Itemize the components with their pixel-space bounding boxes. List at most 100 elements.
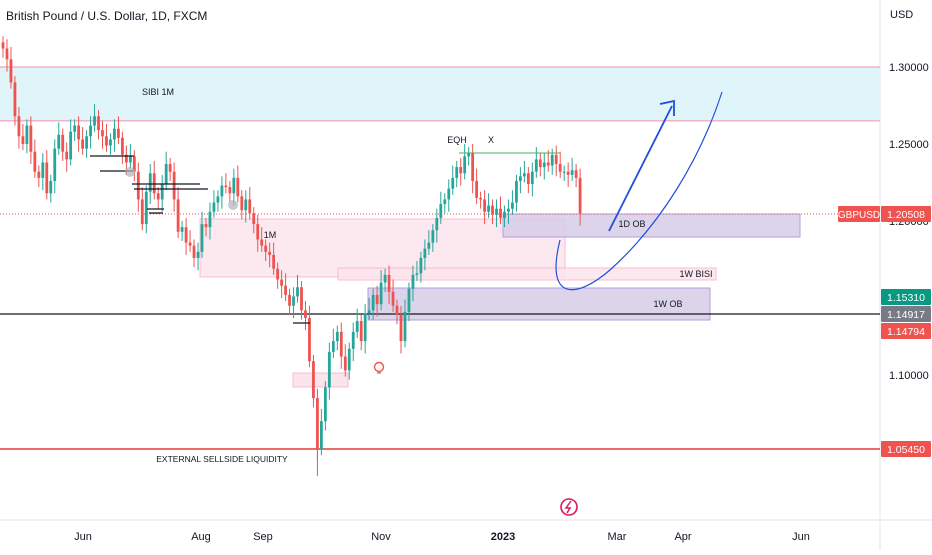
candle-body (407, 288, 411, 312)
candle-body (49, 180, 53, 194)
candle-body (280, 279, 283, 286)
candle-body (578, 177, 582, 214)
candle-body (403, 311, 407, 342)
zone-1w-bisi (337, 267, 717, 281)
candle-body (423, 248, 427, 258)
price-badges: 1.20508 GBPUSD 1.15310 1.14917 1.14794 1.0545… (838, 206, 931, 457)
candle-body (93, 116, 96, 126)
candle-body (124, 154, 128, 163)
candles-layer (1, 36, 582, 476)
candle-body (455, 167, 459, 178)
x-tick-label: Sep (253, 531, 273, 543)
candle-body (140, 199, 144, 225)
candle-body (236, 177, 240, 197)
candle-body (316, 398, 319, 449)
candle-body (37, 171, 41, 178)
x-tick-label: Aug (191, 531, 211, 543)
candle-body (391, 291, 395, 306)
sellside-liquidity-label: EXTERNAL SELLSIDE LIQUIDITY (156, 454, 288, 464)
candle-body (300, 287, 303, 311)
candle-body (212, 202, 216, 212)
price-badge-value: 1.14917 (887, 309, 925, 321)
candle-body (447, 188, 451, 200)
candle-body (97, 116, 100, 131)
candle-body (172, 171, 176, 200)
candle-body (522, 173, 526, 177)
candle-body (160, 184, 164, 200)
y-tick-label: 1.10000 (889, 370, 929, 382)
candle-body (81, 139, 84, 149)
candle-body (562, 171, 566, 173)
zone-label: 1D OB (618, 219, 645, 229)
candle-body (13, 82, 17, 117)
marker-circle (228, 200, 238, 210)
candle-body (546, 162, 550, 166)
price-badge (881, 306, 931, 322)
candle-body (331, 341, 335, 352)
lightbulb-icon (373, 361, 385, 373)
candle-body (21, 136, 25, 144)
candle-body (327, 351, 331, 388)
zone-label: 1W BISI (679, 269, 712, 279)
zone-1w-ob (367, 287, 711, 321)
candle-body (499, 208, 502, 218)
zone-small-bisi (292, 372, 349, 388)
x-label: X (488, 135, 494, 145)
chart-title: British Pound / U.S. Dollar, 1D, FXCM (6, 9, 208, 23)
price-badge-value: 1.05450 (887, 444, 925, 456)
price-badge-value: 1.20508 (887, 209, 925, 221)
candle-body (188, 242, 192, 246)
candle-body (164, 164, 168, 185)
price-badge-value: 1.14794 (887, 326, 925, 338)
candle-body (113, 128, 116, 140)
candle-body (17, 116, 21, 137)
candle-body (45, 162, 49, 194)
candle-body (268, 251, 272, 255)
candle-body (443, 199, 447, 205)
candle-body (503, 211, 506, 218)
candle-body (491, 205, 494, 215)
price-badge (881, 289, 931, 305)
time-axis[interactable]: Jun Aug Sep Nov 2023 Mar Apr Jun (74, 531, 810, 543)
candle-body (168, 164, 172, 172)
x-tick-label: Apr (674, 531, 691, 543)
candle-body (379, 282, 383, 305)
candle-body (180, 227, 184, 232)
candle-body (296, 287, 299, 297)
candle-body (256, 224, 260, 240)
zone-label: 1M (264, 230, 277, 240)
candle-body (335, 331, 339, 342)
candle-body (117, 128, 120, 138)
candle-body (73, 125, 77, 132)
y-tick-label: 1.25000 (889, 139, 929, 151)
event-icon-bolt (564, 500, 572, 514)
candle-body (387, 274, 391, 292)
candle-body (451, 177, 455, 189)
candle-body (121, 137, 124, 155)
candle-body (204, 224, 208, 228)
candle-body (216, 196, 220, 203)
levels-layer (0, 213, 880, 450)
candle-body (85, 136, 88, 149)
projection-curve (555, 91, 723, 291)
candle-body (395, 305, 399, 315)
candle-body (570, 170, 574, 175)
symbol-badge-label: GBPUSD (838, 210, 880, 221)
candle-body (196, 251, 200, 258)
candle-body (200, 224, 204, 252)
price-axis[interactable]: 1.300001.250001.200001.150001.100001.050… (889, 62, 929, 459)
candle-body (136, 171, 140, 200)
candle-body (435, 217, 439, 231)
candle-body (288, 294, 291, 306)
candle-body (89, 125, 92, 137)
candle-body (515, 180, 518, 203)
candle-body (399, 314, 403, 342)
candle-body (431, 230, 435, 243)
candle-body (371, 294, 375, 311)
candle-body (144, 191, 148, 225)
candle-body (459, 167, 463, 174)
candle-body (355, 321, 359, 332)
candle-body (507, 208, 510, 212)
